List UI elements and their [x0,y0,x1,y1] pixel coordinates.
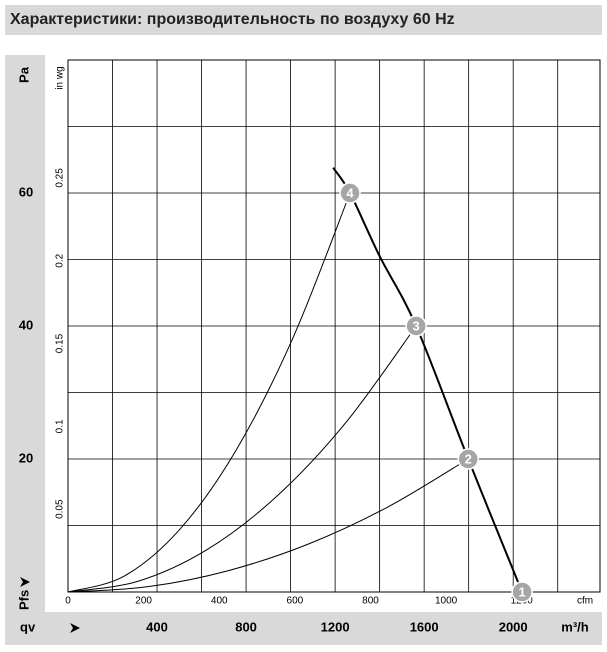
x2-tick-label: 0 [65,596,71,607]
y2-tick-label: 0.25 [55,168,66,188]
x-tick-label: 2000 [499,619,528,634]
x-tick-label: 400 [146,619,168,634]
x-tick-label: 800 [235,619,257,634]
point-label: 4 [346,185,354,200]
system-curve [67,458,469,593]
x-name: qv [20,619,36,634]
system-curve [67,325,417,593]
x2-tick-label: 400 [211,596,228,607]
y-axis-label: Pa [16,66,31,83]
y2-tick-label: 0.05 [55,499,66,519]
point-label: 2 [465,451,472,466]
operating-point [405,315,427,337]
y-tick-label: 60 [19,184,33,199]
operating-point [339,182,361,204]
operating-point [511,581,533,603]
x2-tick-label: 800 [362,596,379,607]
y2-tick-label: 0.15 [55,333,66,353]
y-name: Pfs [16,590,31,610]
bottom-strip [5,612,602,645]
left-strip [5,55,45,612]
y2-tick-label: 0.1 [55,419,66,433]
x-tick-label: 1200 [321,619,350,634]
title-bar [5,5,602,35]
x-axis-label: m³/h [561,619,589,634]
arrow [70,623,80,633]
chart-title: Характеристики: производительность по во… [10,11,455,28]
x2-tick-label: 600 [287,596,304,607]
x2-tick-label: 200 [135,596,152,607]
y2-tick-label: 0.2 [55,253,66,267]
y-tick-label: 40 [19,317,33,332]
system-curve [67,192,351,593]
operating-point [457,448,479,470]
x2-tick-label: 1000 [435,596,458,607]
y-tick-label: 20 [19,450,33,465]
arrow [20,577,30,587]
x2-axis-label: cfm [577,596,593,607]
x-tick-label: 1600 [410,619,439,634]
point-label: 3 [413,318,420,333]
y2-axis-label: in wg [55,66,66,89]
point-label: 1 [518,584,525,599]
